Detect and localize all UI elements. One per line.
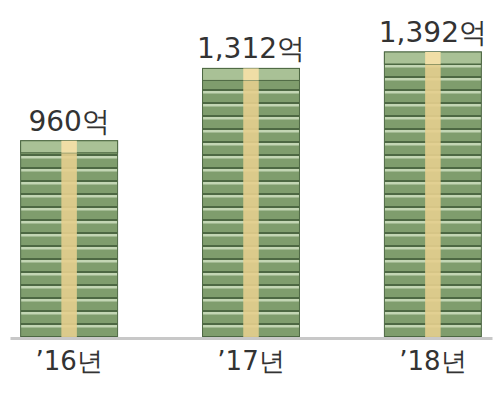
stack-top bbox=[21, 141, 118, 153]
plot-area bbox=[21, 52, 482, 338]
paper-band-top bbox=[61, 141, 77, 153]
money-stack bbox=[203, 68, 300, 338]
stack-top bbox=[384, 52, 481, 64]
data-label: 1,312억 bbox=[197, 32, 305, 65]
data-labels: 960억 1,312억 1,392억 bbox=[28, 16, 487, 138]
data-label: 1,392억 bbox=[379, 16, 487, 49]
paper-band bbox=[243, 68, 259, 338]
bar bbox=[203, 68, 300, 338]
tick-label: ’17년 bbox=[217, 346, 284, 376]
baseline bbox=[11, 337, 493, 340]
money-stack bbox=[21, 141, 118, 338]
paper-band bbox=[61, 141, 77, 338]
tick: ’16년 bbox=[35, 346, 102, 376]
data-label: 960억 bbox=[28, 105, 109, 138]
chart: ’16년 ’17년 ’18년 960억 1,312억 1,392억 bbox=[0, 0, 502, 394]
paper-band bbox=[425, 52, 441, 338]
bar bbox=[384, 52, 481, 338]
tick-label: ’18년 bbox=[399, 346, 466, 376]
stack-top bbox=[203, 68, 300, 80]
tick: ’18년 bbox=[399, 346, 466, 376]
money-stack bbox=[384, 52, 481, 338]
paper-band-top bbox=[243, 68, 259, 80]
paper-band-top bbox=[425, 52, 441, 64]
tick: ’17년 bbox=[217, 346, 284, 376]
x-axis: ’16년 ’17년 ’18년 bbox=[11, 339, 493, 377]
tick-label: ’16년 bbox=[35, 346, 102, 376]
bar bbox=[21, 141, 118, 338]
